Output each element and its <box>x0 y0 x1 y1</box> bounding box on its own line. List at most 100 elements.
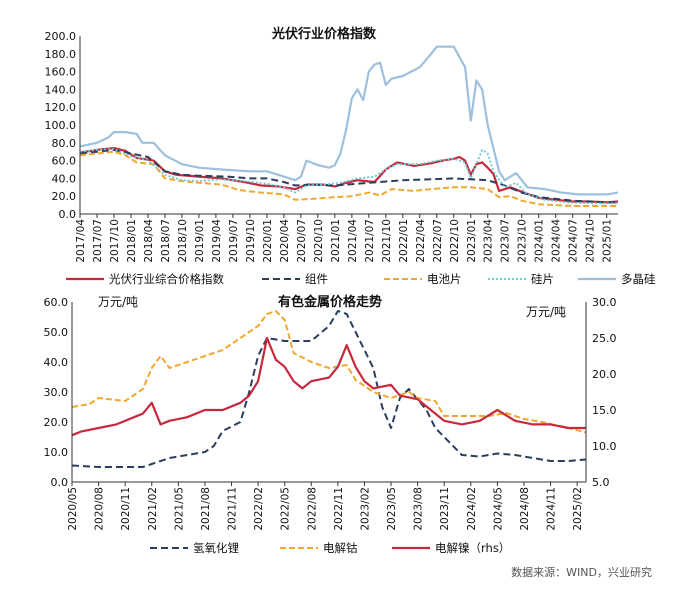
left-unit-label: 万元/吨 <box>98 295 138 309</box>
bottom-y-tick-label: 60.0 <box>44 296 69 309</box>
top-x-tick-label: 2020/10 <box>313 219 325 263</box>
bottom-right-y-axis: 5.0 10.0 15.0 20.0 25.0 30.0 <box>592 296 617 489</box>
bottom-y-tick-label: 30.0 <box>44 386 69 399</box>
top-series-4-line <box>79 45 619 196</box>
top-legend-label-2: 电池片 <box>427 272 462 286</box>
top-x-tick-label: 2018/07 <box>160 219 172 263</box>
top-x-tick-label: 2018/10 <box>177 219 189 263</box>
bottom-series-1-line <box>71 310 587 434</box>
bottom-x-tick-label: 2021/08 <box>200 487 212 531</box>
bottom-y-tick-label: 0.0 <box>51 476 69 489</box>
bottom-x-tick-label: 2021/11 <box>227 487 239 531</box>
bottom-x-tick-label: 2023/11 <box>439 487 451 531</box>
bottom-x-tick-label: 2024/05 <box>492 487 504 531</box>
top-x-tick-label: 2023/10 <box>517 219 529 263</box>
bottom-series-group <box>71 310 587 468</box>
top-legend-label-1: 组件 <box>305 272 328 286</box>
top-y-tick-label: 160.0 <box>45 66 77 79</box>
top-x-tick-label: 2024/01 <box>534 219 546 263</box>
bottom-x-tick-label: 2024/08 <box>519 487 531 531</box>
top-x-tick-label: 2018/04 <box>143 219 155 263</box>
bottom-x-tick-label: 2025/02 <box>572 487 584 531</box>
top-y-axis: 0.0 20.0 40.0 60.0 80.0 100.0 120.0 140.0 160.0 1… <box>45 30 77 221</box>
bottom-x-tick-label: 2023/08 <box>413 487 425 531</box>
bottom-legend-label-0: 氢氧化锂 <box>193 541 239 555</box>
bottom-x-tick-label: 2023/05 <box>386 487 398 531</box>
top-x-tick-label: 2019/10 <box>245 219 257 263</box>
bottom-y-right-tick-label: 5.0 <box>592 476 610 489</box>
source-note: 数据来源：WIND，兴业研究 <box>511 565 652 579</box>
top-series-0-line <box>79 147 619 204</box>
top-x-tick-label: 2024/04 <box>551 219 563 263</box>
top-x-axis: 2017/04 2017/07 2017/10 2018/01 2018/04 2018/… <box>75 214 614 263</box>
bottom-series-2-line <box>71 336 586 437</box>
bottom-y-tick-label: 40.0 <box>44 356 69 369</box>
top-x-tick-label: 2017/04 <box>75 219 87 263</box>
top-x-tick-label: 2019/01 <box>194 219 206 263</box>
top-y-tick-label: 200.0 <box>45 30 77 43</box>
top-x-tick-label: 2019/04 <box>211 219 223 263</box>
right-unit-label: 万元/吨 <box>526 305 566 319</box>
top-legend-label-4: 多晶硅 <box>621 272 656 286</box>
top-legend-label-0: 光伏行业综合价格指数 <box>109 272 224 286</box>
top-x-tick-label: 2020/07 <box>296 219 308 263</box>
top-x-tick-label: 2021/01 <box>330 219 342 263</box>
bottom-x-tick-label: 2020/05 <box>67 487 79 531</box>
top-y-tick-label: 60.0 <box>52 155 77 168</box>
top-x-tick-label: 2024/10 <box>585 219 597 263</box>
bottom-x-tick-label: 2020/08 <box>94 487 106 531</box>
top-x-tick-label: 2020/01 <box>262 219 274 263</box>
top-series-1-line <box>79 148 618 204</box>
top-x-tick-label: 2017/07 <box>92 219 104 263</box>
top-x-tick-label: 2023/01 <box>466 219 478 263</box>
bottom-legend-label-2: 电解镍（rhs） <box>435 541 510 555</box>
top-x-tick-label: 2021/07 <box>364 219 376 263</box>
top-x-tick-label: 2020/04 <box>279 219 291 263</box>
top-y-tick-label: 40.0 <box>52 172 77 185</box>
bottom-y-right-tick-label: 25.0 <box>592 332 617 345</box>
top-x-tick-label: 2021/10 <box>381 219 393 263</box>
top-y-tick-label: 140.0 <box>45 83 77 96</box>
top-x-tick-label: 2022/10 <box>449 219 461 263</box>
top-y-tick-label: 0.0 <box>59 208 77 221</box>
top-x-tick-label: 2022/07 <box>432 219 444 263</box>
top-x-tick-label: 2018/01 <box>126 219 138 263</box>
top-y-tick-label: 180.0 <box>45 48 77 61</box>
top-series-2-line <box>79 150 618 207</box>
top-x-tick-label: 2017/10 <box>109 219 121 263</box>
bottom-x-tick-label: 2022/08 <box>306 487 318 531</box>
top-x-tick-label: 2025/01 <box>602 219 614 263</box>
top-y-tick-label: 20.0 <box>52 190 77 203</box>
bottom-left-y-axis: 0.0 10.0 20.0 30.0 40.0 50.0 60.0 <box>44 296 69 489</box>
bottom-x-tick-label: 2021/05 <box>173 487 185 531</box>
bottom-x-tick-label: 2021/02 <box>147 487 159 531</box>
bottom-y-right-tick-label: 10.0 <box>592 440 617 453</box>
top-x-tick-label: 2022/01 <box>398 219 410 263</box>
bottom-x-tick-label: 2024/02 <box>466 487 478 531</box>
top-chart-title: 光伏行业价格指数 <box>271 26 377 42</box>
bottom-x-tick-label: 2024/11 <box>546 487 558 531</box>
top-y-tick-label: 120.0 <box>45 101 77 114</box>
bottom-y-right-tick-label: 30.0 <box>592 296 617 309</box>
bottom-y-right-tick-label: 20.0 <box>592 368 617 381</box>
bottom-x-tick-label: 2022/05 <box>280 487 292 531</box>
top-x-tick-label: 2019/07 <box>228 219 240 263</box>
bottom-y-tick-label: 50.0 <box>44 326 69 339</box>
bottom-series-0-line <box>71 310 587 468</box>
bottom-x-tick-label: 2022/02 <box>253 487 265 531</box>
bottom-x-tick-label: 2022/11 <box>333 487 345 531</box>
top-legend-label-3: 硅片 <box>531 272 554 286</box>
top-x-tick-label: 2023/07 <box>500 219 512 263</box>
bottom-legend-label-1: 电解钴 <box>323 541 358 555</box>
top-x-tick-label: 2023/04 <box>483 219 495 263</box>
top-y-tick-label: 80.0 <box>52 137 77 150</box>
bottom-legend: 氢氧化锂 电解钴 电解镍（rhs） <box>150 541 510 555</box>
bottom-x-tick-label: 2023/02 <box>359 487 371 531</box>
bottom-x-tick-label: 2020/11 <box>120 487 132 531</box>
top-y-tick-label: 100.0 <box>45 119 77 132</box>
top-series-3-line <box>79 148 618 205</box>
bottom-y-right-tick-label: 15.0 <box>592 404 617 417</box>
top-series-group <box>79 45 619 207</box>
bottom-x-axis: 2020/05 2020/08 2020/11 2021/02 2021/05 2021/… <box>67 482 584 531</box>
